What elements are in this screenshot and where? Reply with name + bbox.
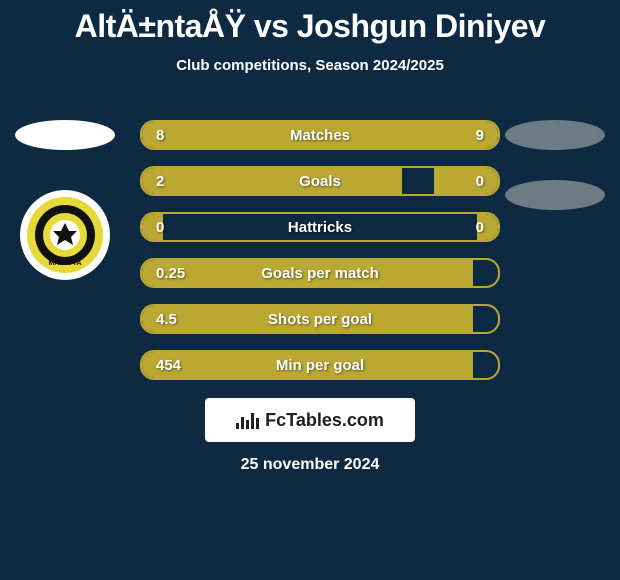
stat-value-right: 0 bbox=[476, 214, 484, 240]
stat-row-goals: 2 Goals 0 bbox=[140, 166, 500, 196]
fctables-link[interactable]: FcTables.com bbox=[205, 398, 415, 442]
fctables-brand-text: FcTables.com bbox=[265, 410, 384, 431]
stat-row-goals-per-match: 0.25 Goals per match bbox=[140, 258, 500, 288]
brand-prefix: Fc bbox=[265, 410, 286, 430]
stat-row-min-per-goal: 454 Min per goal bbox=[140, 350, 500, 380]
stat-row-matches: 8 Matches 9 bbox=[140, 120, 500, 150]
stat-label: Matches bbox=[142, 122, 498, 148]
stat-label: Goals per match bbox=[142, 260, 498, 286]
malatya-logo-icon: MALATYA bbox=[25, 195, 105, 275]
stat-label: Min per goal bbox=[142, 352, 498, 378]
stat-value-right: 9 bbox=[476, 122, 484, 148]
left-player-ellipse bbox=[15, 120, 115, 150]
page-title: AltÄ±ntaÅŸ vs Joshgun Diniyev bbox=[0, 0, 620, 45]
page-subtitle: Club competitions, Season 2024/2025 bbox=[0, 57, 620, 74]
stats-area: 8 Matches 9 2 Goals 0 0 Hattricks 0 0.25… bbox=[140, 120, 500, 380]
stat-label: Hattricks bbox=[142, 214, 498, 240]
stat-label: Goals bbox=[142, 168, 498, 194]
right-player-ellipse-2 bbox=[505, 180, 605, 210]
footer-date: 25 november 2024 bbox=[0, 456, 620, 474]
left-club-logo: MALATYA bbox=[20, 190, 110, 280]
right-player-ellipse-1 bbox=[505, 120, 605, 150]
left-player-column: MALATYA bbox=[10, 120, 120, 280]
bars-icon bbox=[236, 411, 259, 429]
stat-value-right: 0 bbox=[476, 168, 484, 194]
stat-row-shots-per-goal: 4.5 Shots per goal bbox=[140, 304, 500, 334]
stat-label: Shots per goal bbox=[142, 306, 498, 332]
right-player-column bbox=[500, 120, 610, 210]
svg-text:MALATYA: MALATYA bbox=[48, 260, 81, 267]
stat-row-hattricks: 0 Hattricks 0 bbox=[140, 212, 500, 242]
brand-suffix: Tables.com bbox=[286, 410, 384, 430]
